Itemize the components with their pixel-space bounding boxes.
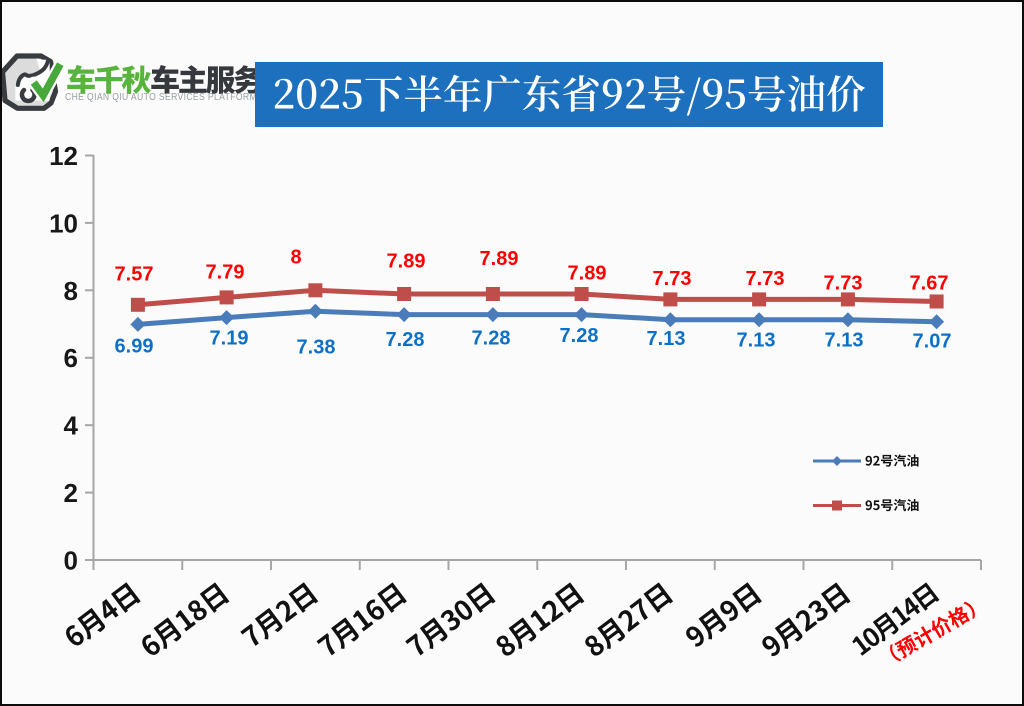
svg-text:6.99: 6.99 xyxy=(115,335,154,357)
svg-text:7.19: 7.19 xyxy=(210,327,249,349)
svg-text:8: 8 xyxy=(290,246,301,268)
svg-text:7.57: 7.57 xyxy=(115,263,154,285)
svg-text:4: 4 xyxy=(64,411,79,441)
svg-text:6: 6 xyxy=(64,343,78,373)
svg-text:7.79: 7.79 xyxy=(206,261,245,283)
svg-text:7.73: 7.73 xyxy=(824,272,863,294)
svg-text:7.13: 7.13 xyxy=(825,329,864,351)
svg-text:12: 12 xyxy=(49,141,78,171)
svg-text:7.13: 7.13 xyxy=(647,328,686,350)
svg-text:7.28: 7.28 xyxy=(386,329,425,351)
svg-text:7.28: 7.28 xyxy=(560,325,599,347)
svg-text:2: 2 xyxy=(64,478,78,508)
svg-text:7.38: 7.38 xyxy=(297,336,336,358)
svg-text:7.13: 7.13 xyxy=(737,329,776,351)
svg-text:7.73: 7.73 xyxy=(746,268,785,290)
svg-text:0: 0 xyxy=(64,546,78,576)
svg-text:7.89: 7.89 xyxy=(480,248,519,270)
svg-text:7.67: 7.67 xyxy=(910,272,949,294)
svg-text:7.07: 7.07 xyxy=(913,330,952,352)
svg-text:10: 10 xyxy=(49,208,78,238)
svg-text:7.89: 7.89 xyxy=(387,250,426,272)
svg-text:7.89: 7.89 xyxy=(568,262,607,284)
svg-text:7.28: 7.28 xyxy=(472,327,511,349)
svg-text:8: 8 xyxy=(64,276,78,306)
svg-text:7.73: 7.73 xyxy=(653,268,692,290)
